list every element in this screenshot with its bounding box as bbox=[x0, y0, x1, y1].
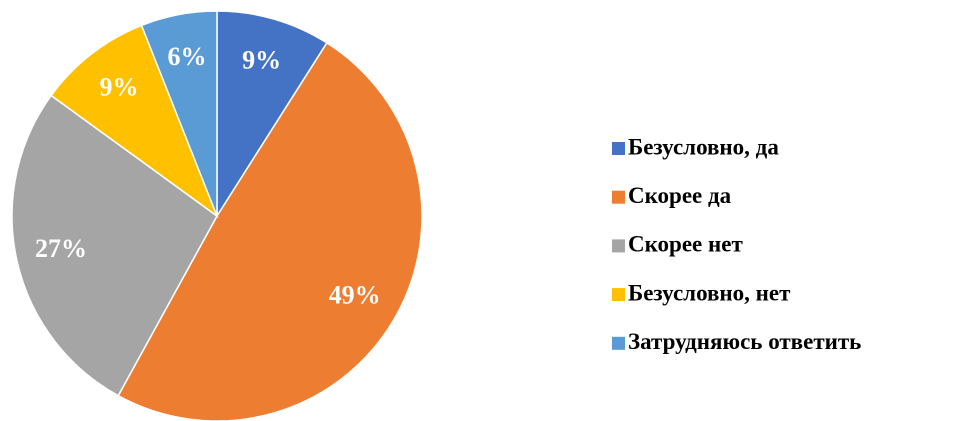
legend-label: Скорее нет bbox=[628, 232, 743, 257]
legend-swatch bbox=[612, 336, 625, 350]
data-label: 9% bbox=[99, 73, 138, 102]
data-label: 27% bbox=[35, 234, 87, 263]
legend-swatch bbox=[612, 288, 625, 302]
pie-slice bbox=[117, 41, 423, 421]
legend-label: Безусловно, да bbox=[628, 134, 779, 159]
legend-label: Затрудняюсь ответить bbox=[628, 329, 861, 354]
pie-slice bbox=[140, 10, 218, 217]
data-label: 9% bbox=[242, 45, 281, 74]
legend-swatch bbox=[612, 142, 625, 155]
data-label: 6% bbox=[168, 42, 207, 71]
legend-label: Безусловно, нет bbox=[628, 280, 791, 305]
data-label: 49% bbox=[329, 280, 381, 309]
legend-label: Скорее да bbox=[628, 183, 732, 208]
legend-swatch bbox=[612, 239, 625, 253]
pie-slice bbox=[50, 24, 219, 219]
pie-slice bbox=[216, 10, 328, 219]
legend-swatch bbox=[612, 190, 625, 204]
pie-slice bbox=[11, 94, 218, 397]
